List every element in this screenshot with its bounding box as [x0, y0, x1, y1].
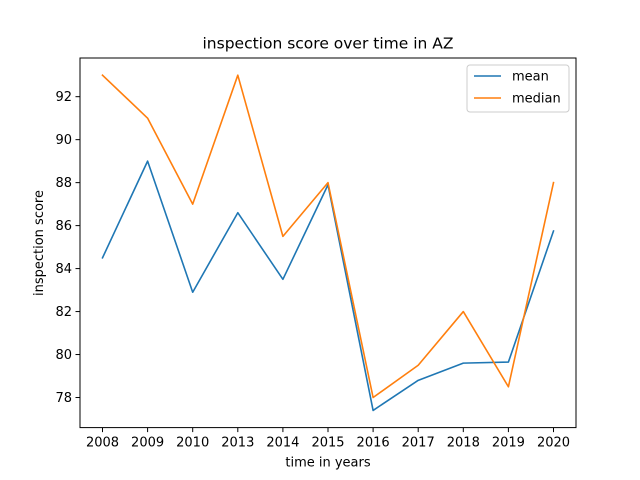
y-tick-label: 92 [55, 90, 72, 105]
y-tick-label: 86 [55, 219, 72, 234]
x-tick-label: 2010 [176, 436, 209, 451]
x-tick-label: 2014 [266, 436, 299, 451]
chart-title: inspection score over time in AZ [202, 35, 453, 53]
y-tick-label: 82 [55, 305, 72, 320]
x-tick-label: 2009 [131, 436, 164, 451]
legend-label-mean: mean [512, 70, 549, 85]
x-axis-label: time in years [285, 456, 370, 471]
y-tick-label: 80 [55, 348, 72, 363]
x-tick-label: 2008 [86, 436, 119, 451]
series-line-median [101, 74, 555, 399]
x-tick-label: 2017 [402, 436, 435, 451]
x-tick-label: 2020 [537, 436, 570, 451]
plot-area [101, 74, 555, 412]
x-tick-label: 2013 [221, 436, 254, 451]
y-tick-label: 84 [55, 262, 72, 277]
x-tick-label: 2019 [492, 436, 525, 451]
x-tick-label: 2015 [311, 436, 344, 451]
x-tick-label: 2016 [357, 436, 390, 451]
legend-label-median: median [512, 92, 561, 107]
legend: mean median [466, 64, 570, 113]
y-tick-label: 90 [55, 133, 72, 148]
y-axis-label: inspection score [32, 190, 47, 296]
y-tick-label: 78 [55, 391, 72, 406]
y-tick-label: 88 [55, 176, 72, 191]
x-tick-label: 2018 [447, 436, 480, 451]
